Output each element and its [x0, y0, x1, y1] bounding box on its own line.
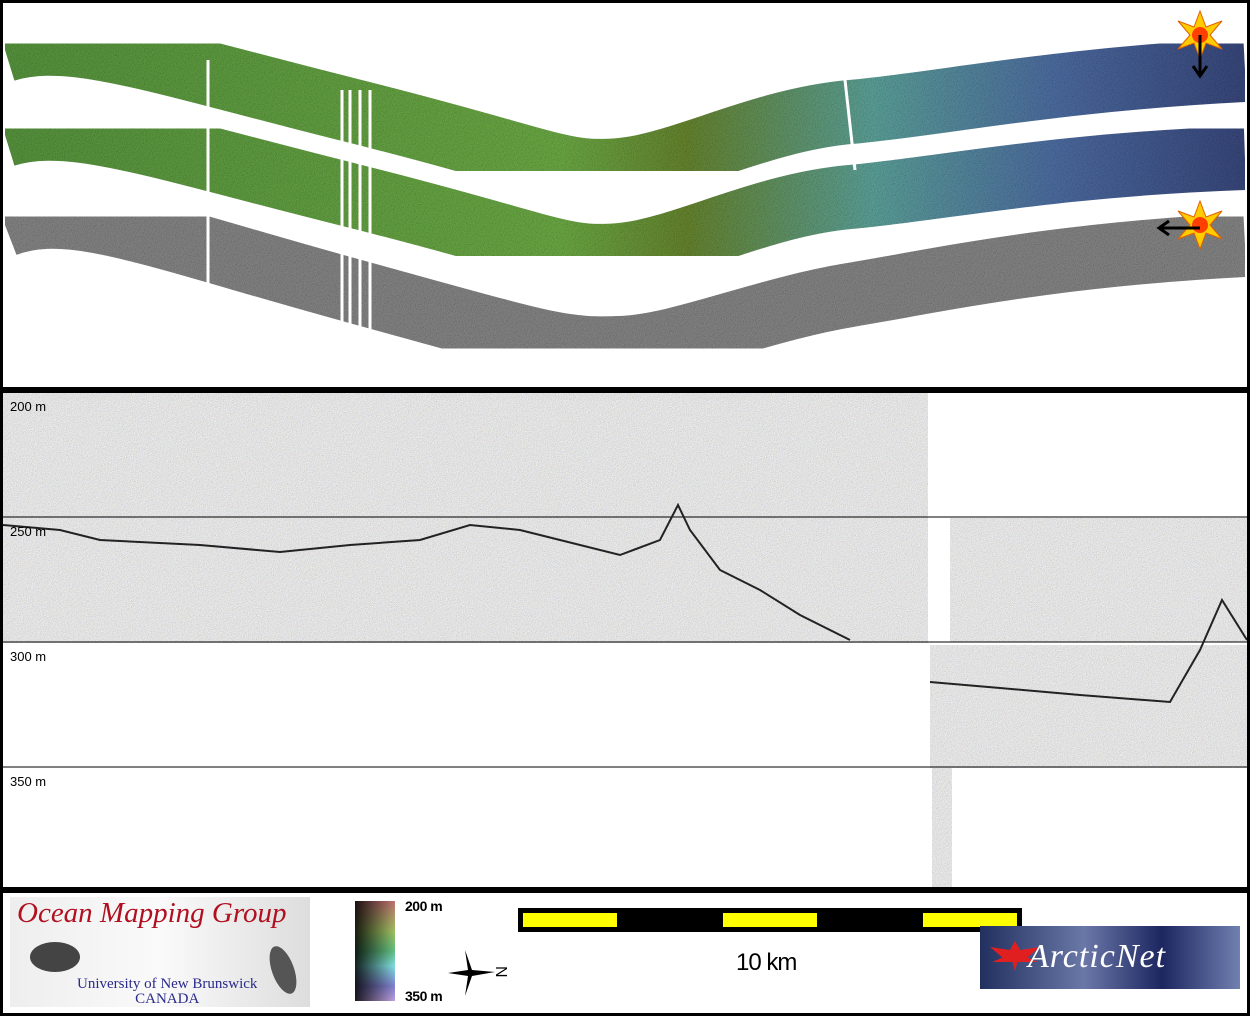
omg-country: CANADA: [135, 991, 200, 1007]
omg-title: Ocean Mapping Group: [17, 897, 287, 929]
depth-label-250: 250 m: [10, 524, 47, 539]
arrow-down-icon: [1191, 35, 1209, 79]
bathymetry-strip-2: [3, 96, 1247, 288]
colorbar-min-label: 200 m: [405, 898, 443, 914]
omg-university: University of New Brunswick: [77, 976, 258, 992]
arrow-left-icon: [1156, 219, 1200, 237]
arcticnet-logo: [980, 926, 1240, 989]
scale-segment: [523, 913, 617, 927]
seafloor-reflector-right: [929, 597, 1247, 704]
scale-label: 10 km: [736, 949, 797, 976]
depth-label-300: 300 m: [10, 649, 47, 664]
vehicle-image: [264, 942, 302, 998]
depth-colorbar: [355, 901, 395, 1001]
legend-panel: Ocean Mapping Group University of New Br…: [3, 893, 1247, 1013]
north-arrow-icon: N: [448, 950, 509, 996]
depth-label-350: 350 m: [10, 774, 47, 789]
seafloor-reflector: [3, 502, 851, 641]
omg-subtitle: University of New Brunswick CANADA: [77, 977, 257, 1007]
svg-text:N: N: [492, 966, 509, 978]
plan-view-panel: [3, 3, 1247, 387]
vehicle-image: [30, 942, 80, 972]
depth-gridlines: [3, 516, 1247, 768]
ocean-mapping-group-logo: [10, 897, 310, 1007]
depth-label-200: 200 m: [10, 399, 47, 414]
strip-gaps: [206, 60, 857, 330]
arcticnet-text: ArcticNet: [1028, 938, 1167, 975]
bathymetry-strip-1: [3, 11, 1247, 203]
backscatter-strip: [3, 184, 1247, 381]
scale-segment: [923, 913, 1017, 927]
subbottom-profile: [3, 393, 1247, 887]
profile-data: [3, 393, 1247, 887]
colorbar-max-label: 350 m: [405, 988, 443, 1004]
scale-segment: [723, 913, 817, 927]
swath-strips: [3, 9, 1247, 381]
profile-panel: 200 m 250 m 300 m 350 m: [3, 393, 1247, 887]
scale-bar: [518, 908, 1022, 932]
